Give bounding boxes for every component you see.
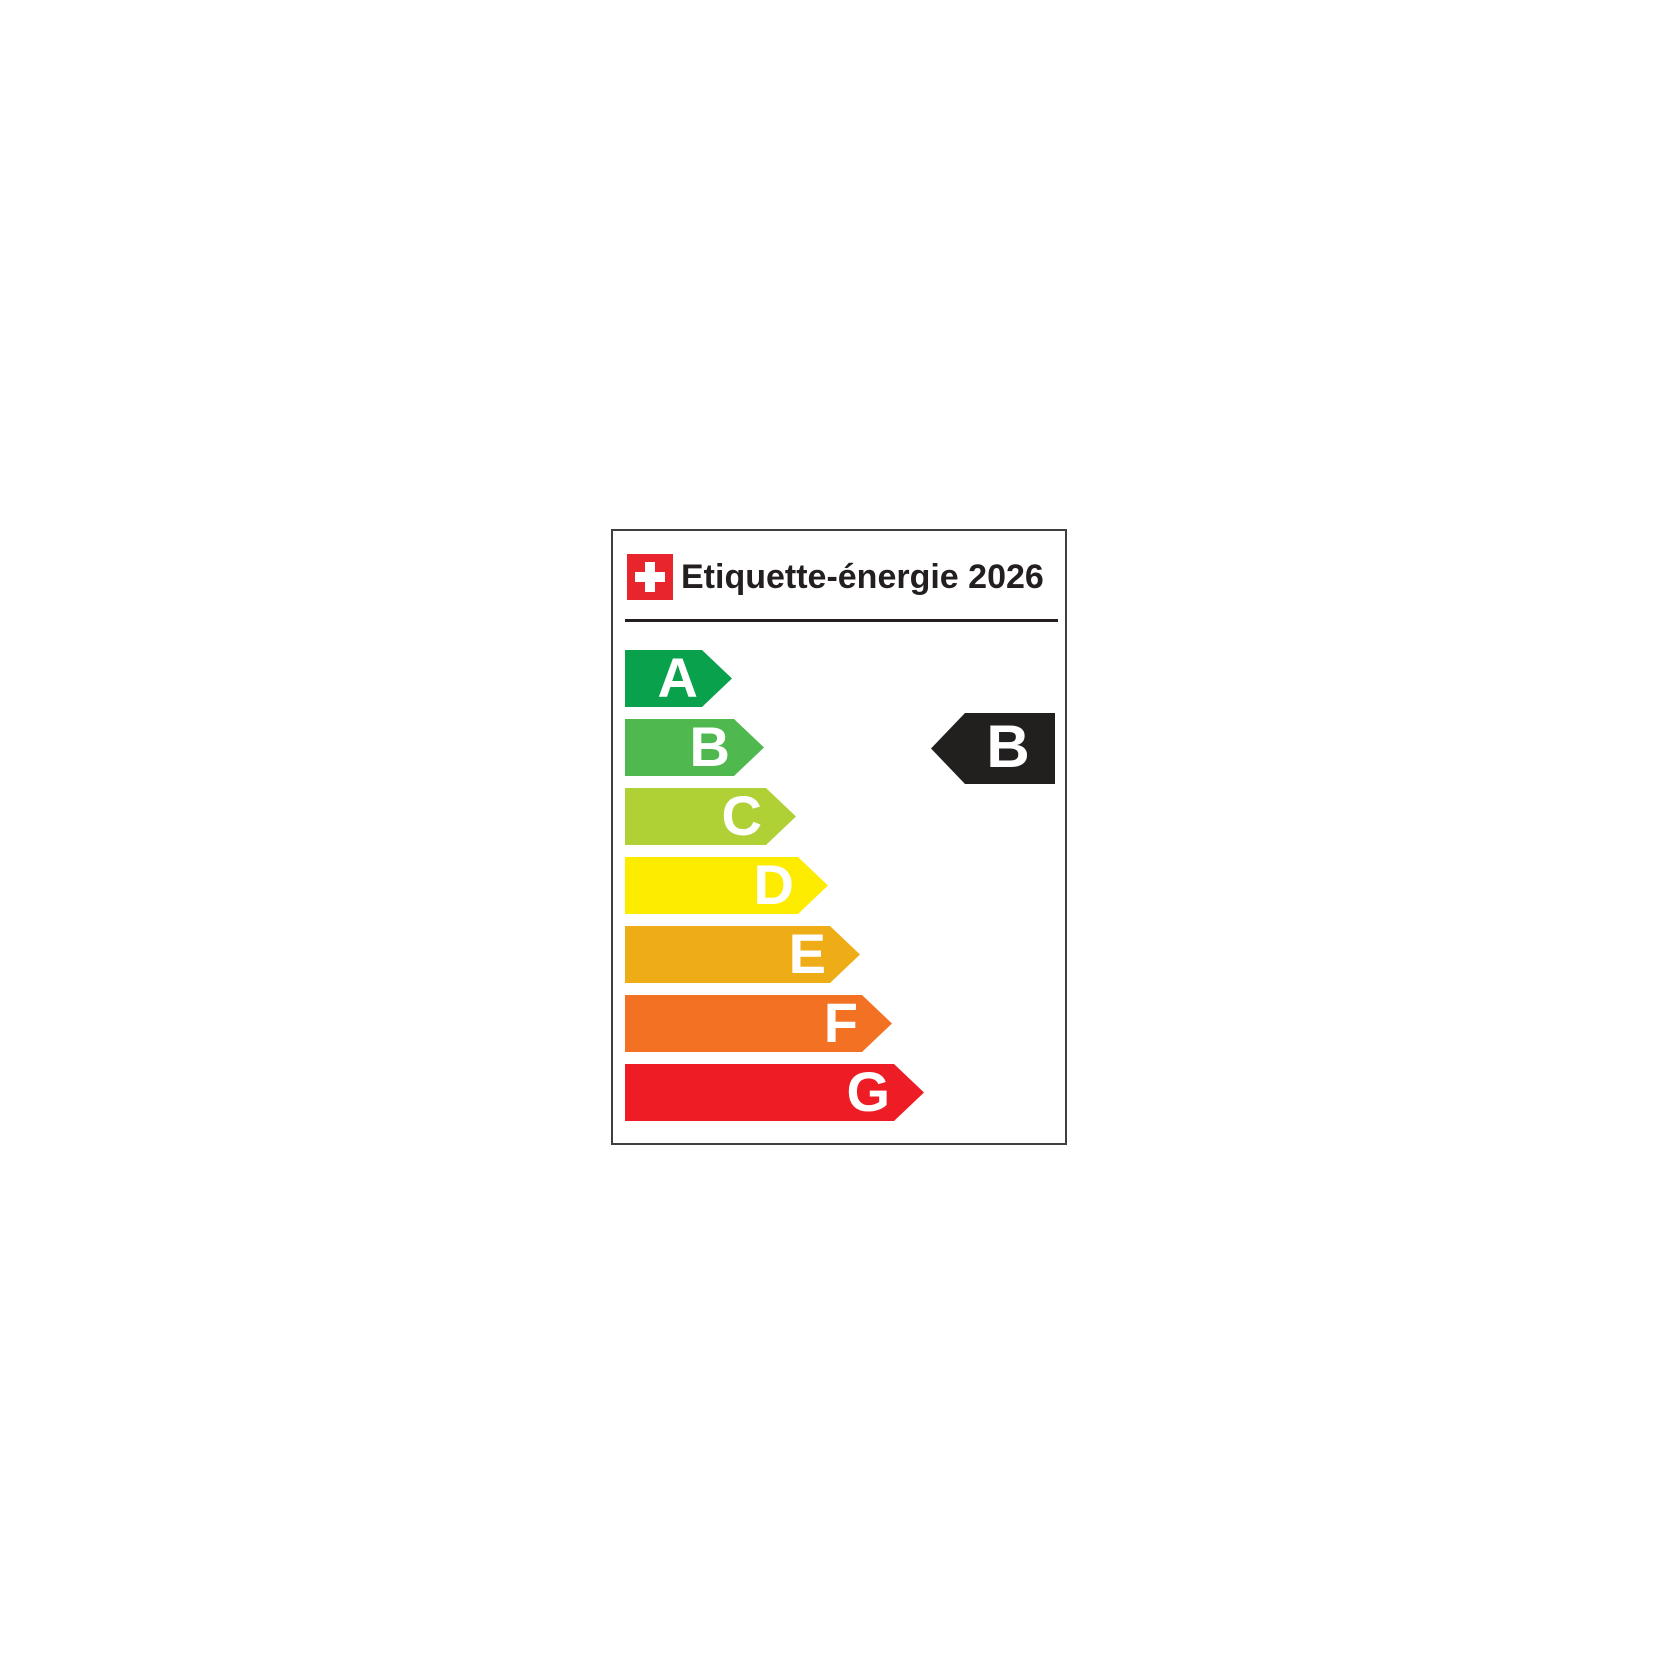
class-arrow-c: C [625, 788, 796, 845]
header-separator [625, 619, 1058, 622]
swiss-flag-icon [627, 554, 673, 600]
swiss-cross-vertical-bar [645, 562, 655, 592]
class-letter-b: B [689, 715, 730, 778]
class-letter-a: A [657, 646, 698, 709]
class-arrow-g: G [625, 1064, 924, 1121]
class-arrow-a: A [625, 650, 732, 707]
class-arrow-b: B [625, 719, 764, 776]
class-letter-e: E [788, 922, 826, 985]
class-letter-g: G [846, 1060, 890, 1123]
class-letter-d: D [753, 853, 794, 916]
class-arrow-e: E [625, 926, 860, 983]
class-letter-f: F [823, 991, 858, 1054]
class-arrow-f: F [625, 995, 892, 1052]
rating-grade-label: B [986, 713, 1030, 780]
class-arrow-d: D [625, 857, 828, 914]
class-letter-c: C [721, 784, 762, 847]
label-title: Etiquette-énergie 2026 [681, 558, 1044, 596]
